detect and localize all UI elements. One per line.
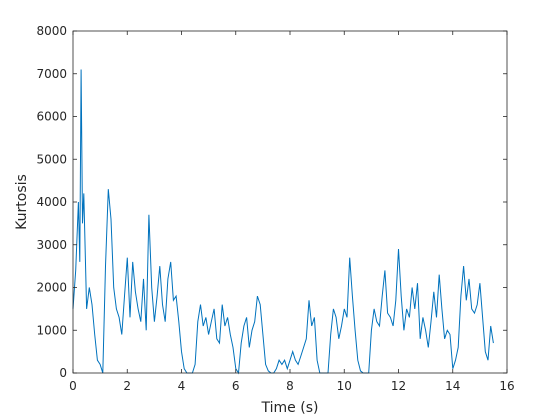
y-tick-label: 5000 [36,152,67,166]
y-axis-label: Kurtosis [14,174,30,230]
x-tick-label: 0 [69,379,77,393]
x-axis-label: Time (s) [261,400,319,416]
x-tick-label: 14 [445,379,460,393]
x-tick-label: 4 [178,379,186,393]
plot-background [73,31,507,373]
y-tick-label: 0 [59,366,67,380]
y-tick-label: 4000 [36,195,67,209]
x-tick-label: 12 [391,379,406,393]
y-tick-label: 6000 [36,110,67,124]
y-axis-ticks: 0 1000 2000 3000 4000 5000 6000 7000 8000 [36,24,507,380]
x-axis-ticks: 0 2 4 6 8 10 12 14 16 [69,31,515,393]
y-tick-label: 3000 [36,238,67,252]
y-tick-label: 7000 [36,67,67,81]
x-tick-label: 10 [337,379,352,393]
y-tick-label: 8000 [36,24,67,38]
x-tick-label: 6 [232,379,240,393]
series-line-kurtosis [72,69,494,375]
x-tick-label: 16 [499,379,514,393]
y-tick-label: 1000 [36,323,67,337]
y-tick-label: 2000 [36,281,67,295]
x-tick-label: 8 [286,379,294,393]
x-tick-label: 2 [123,379,131,393]
